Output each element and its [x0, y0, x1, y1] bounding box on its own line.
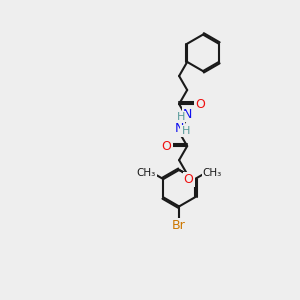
- Text: CH₃: CH₃: [202, 168, 222, 178]
- Text: H: H: [182, 126, 190, 136]
- Text: O: O: [162, 140, 172, 153]
- Text: O: O: [195, 98, 205, 110]
- Text: Br: Br: [172, 219, 186, 232]
- Text: N: N: [174, 122, 184, 135]
- Text: CH₃: CH₃: [136, 168, 156, 178]
- Text: O: O: [184, 173, 194, 186]
- Text: H: H: [176, 112, 185, 122]
- Text: N: N: [182, 108, 192, 121]
